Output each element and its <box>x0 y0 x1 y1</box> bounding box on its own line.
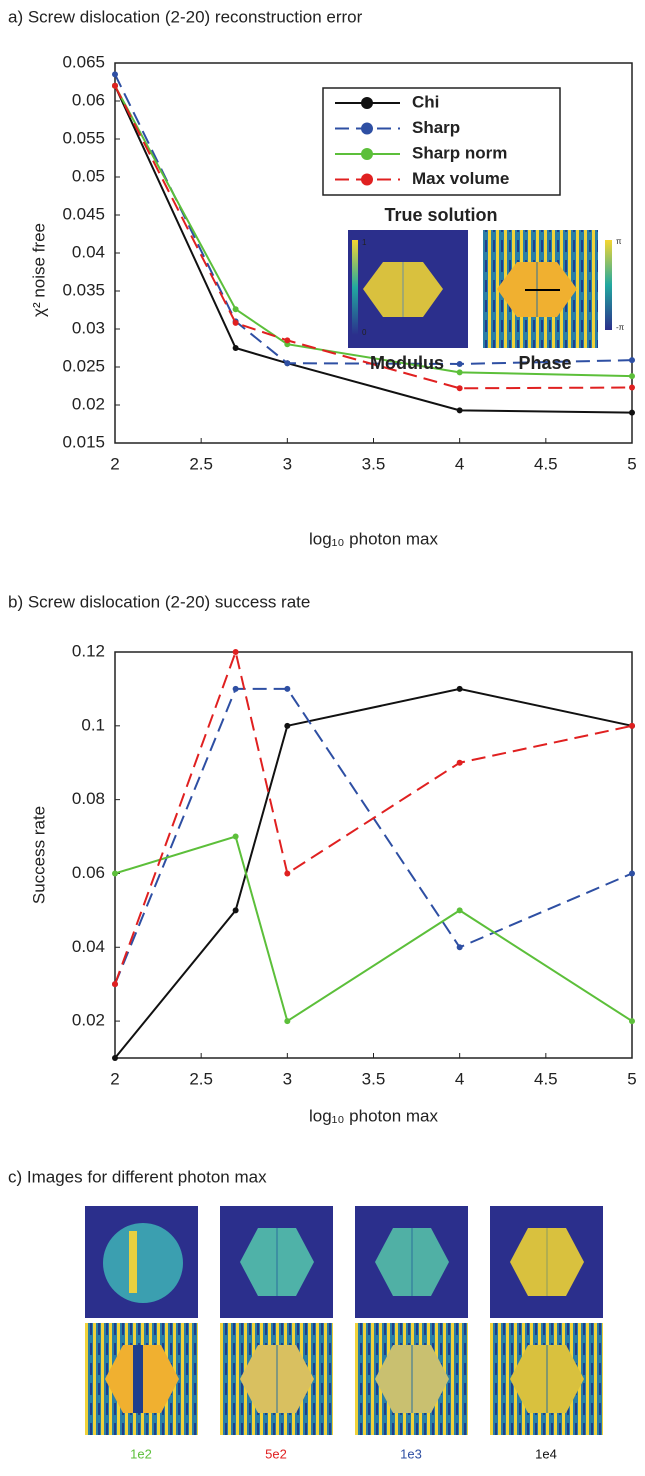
data-point <box>456 360 463 367</box>
data-point <box>629 384 635 391</box>
x-tick-label: 2 <box>110 454 119 473</box>
x-tick-label: 4 <box>455 454 464 473</box>
image-label: 5e2 <box>265 1446 287 1461</box>
data-point <box>629 373 635 380</box>
image-label: 1e4 <box>535 1446 557 1461</box>
data-point <box>284 685 291 692</box>
y-tick-label: 0.035 <box>62 280 105 299</box>
legend-marker <box>361 97 373 109</box>
y-tick-label: 0.015 <box>62 432 105 451</box>
y-tick-label: 0.025 <box>62 356 105 375</box>
y-tick-label: 0.02 <box>72 394 105 413</box>
legend-label: Sharp <box>412 118 460 137</box>
data-point <box>112 1055 118 1061</box>
y-tick-label: 0.04 <box>72 937 105 956</box>
data-point <box>629 1018 635 1025</box>
data-point <box>456 385 463 392</box>
legend-marker <box>361 173 373 186</box>
data-point <box>232 345 239 351</box>
data-point <box>112 981 118 988</box>
y-tick-label: 0.05 <box>72 166 105 185</box>
data-point <box>112 870 118 877</box>
series-line <box>114 687 633 1059</box>
y-tick-label: 0.04 <box>72 242 105 261</box>
data-point <box>456 944 463 951</box>
x-tick-label: 3.5 <box>362 1069 386 1088</box>
y-tick-label: 0.08 <box>72 789 105 808</box>
legend-label: Sharp norm <box>412 143 507 162</box>
colorbar-label: 1 <box>362 238 367 247</box>
data-point <box>284 1018 291 1025</box>
data-point <box>112 71 118 78</box>
colorbar-label: 0 <box>362 328 367 337</box>
data-point <box>284 722 291 729</box>
y-tick-label: 0.055 <box>62 128 105 147</box>
x-tick-label: 4.5 <box>534 454 558 473</box>
x-axis-label: log₁₀ photon max <box>309 529 439 548</box>
data-point <box>232 649 239 655</box>
data-point <box>629 722 635 729</box>
data-point <box>232 319 239 326</box>
y-axis-label: χ² noise free <box>29 223 48 317</box>
data-point <box>629 409 635 416</box>
x-tick-label: 2.5 <box>189 1069 213 1088</box>
colorbar-label: -π <box>616 323 625 332</box>
series-line <box>114 648 633 985</box>
data-point <box>232 306 239 313</box>
data-point <box>456 759 463 766</box>
data-point <box>456 907 463 914</box>
image-label: 1e3 <box>400 1446 422 1461</box>
legend-label: Max volume <box>412 169 509 188</box>
series-line <box>114 835 633 1023</box>
legend-marker <box>361 148 373 160</box>
annotation: Phase <box>518 353 571 373</box>
data-point <box>284 337 291 344</box>
data-point <box>232 833 239 840</box>
colorbar-label: π <box>616 237 622 246</box>
data-point <box>629 357 635 364</box>
x-tick-label: 2 <box>110 1069 119 1088</box>
chart-title: a) Screw dislocation (2-20) reconstructi… <box>8 7 363 26</box>
data-point <box>456 685 463 692</box>
data-point <box>456 407 463 414</box>
legend-label: Chi <box>412 92 439 111</box>
data-point <box>232 685 239 692</box>
series-line <box>114 687 633 985</box>
data-point <box>629 870 635 877</box>
x-tick-label: 5 <box>627 1069 636 1088</box>
y-tick-label: 0.045 <box>62 204 105 223</box>
y-tick-label: 0.03 <box>72 318 105 337</box>
data-point <box>284 870 291 877</box>
plot-frame <box>114 651 633 1059</box>
y-axis-label: Success rate <box>29 806 48 904</box>
x-tick-label: 3.5 <box>362 454 386 473</box>
x-tick-label: 2.5 <box>189 454 213 473</box>
annotation: True solution <box>384 205 497 225</box>
y-tick-label: 0.02 <box>72 1011 105 1030</box>
panel-title: c) Images for different photon max <box>8 1167 267 1186</box>
data-point <box>456 369 463 376</box>
data-point <box>232 907 239 914</box>
chart-title: b) Screw dislocation (2-20) success rate <box>8 592 310 611</box>
inset <box>348 230 612 348</box>
y-tick-label: 0.1 <box>81 715 105 734</box>
legend-marker <box>361 122 373 135</box>
data-point <box>284 360 291 367</box>
data-point <box>112 82 118 89</box>
y-tick-label: 0.06 <box>72 90 105 109</box>
x-tick-label: 3 <box>283 1069 292 1088</box>
y-tick-label: 0.12 <box>72 641 105 660</box>
x-tick-label: 4 <box>455 1069 464 1088</box>
x-tick-label: 5 <box>627 454 636 473</box>
image-label: 1e2 <box>130 1446 152 1461</box>
x-axis-label: log₁₀ photon max <box>309 1106 439 1125</box>
y-tick-label: 0.065 <box>62 52 105 71</box>
x-tick-label: 4.5 <box>534 1069 558 1088</box>
image-grid <box>85 1206 603 1435</box>
x-tick-label: 3 <box>283 454 292 473</box>
y-tick-label: 0.06 <box>72 863 105 882</box>
annotation: Modulus <box>370 353 444 373</box>
